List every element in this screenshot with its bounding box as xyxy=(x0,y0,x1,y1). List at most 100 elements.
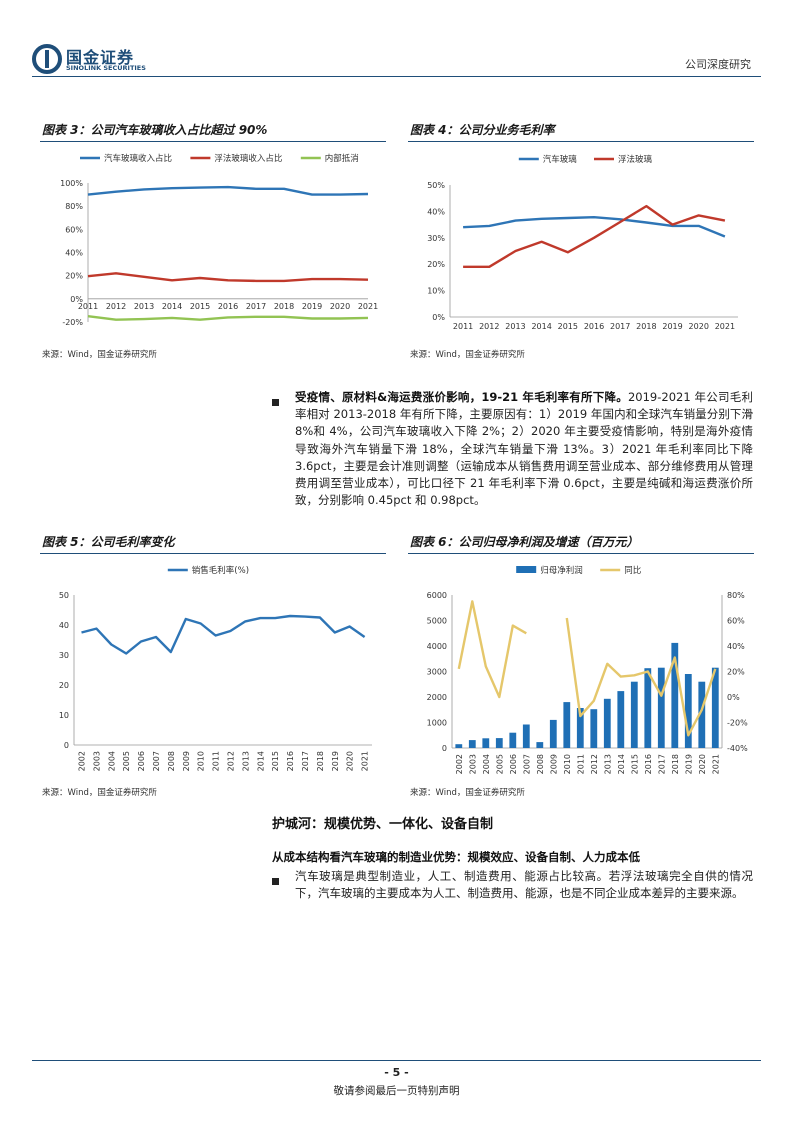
para1-lead: 受疫情、原材料&海运费涨价影响，19-21 年毛利率有所下降。 xyxy=(295,390,628,404)
fig6-series-line-1 xyxy=(565,617,717,737)
fig3-legend-label-1: 浮法玻璃收入占比 xyxy=(214,153,282,164)
fig6-xtick-10: 2012 xyxy=(590,754,599,774)
fig6-title: 图表 6：公司归母净利润及增速（百万元） xyxy=(410,535,639,549)
section-subtitle: 从成本结构看汽车玻璃的制造业优势：规模效应、设备自制、人力成本低 xyxy=(272,850,640,864)
fig6-xtick-15: 2017 xyxy=(657,754,666,774)
fig3-chart: 100% 80% 60% 40% 20% 0% -20% 2011 2012 2013 2014 20… xyxy=(60,153,378,327)
fig3-legend-label-0: 汽车玻璃收入占比 xyxy=(104,153,172,164)
report-type: 公司深度研究 xyxy=(685,58,751,71)
fig4-xtick-4: 2015 xyxy=(558,322,578,331)
fig4-xtick-0: 2011 xyxy=(453,322,473,331)
footer-rule xyxy=(32,1060,761,1061)
fig6-bar-11 xyxy=(603,698,611,748)
fig6-xtick-17: 2019 xyxy=(684,754,693,774)
fig4-ytick-0: 50% xyxy=(427,181,445,190)
fig6-bar-8 xyxy=(563,702,571,748)
fig6-bar-4 xyxy=(509,732,517,748)
fig6-ytick-right-1: 60% xyxy=(727,617,745,626)
fig4-title: 图表 4：公司分业务毛利率 xyxy=(410,123,555,137)
fig4-ytick-3: 20% xyxy=(427,260,445,269)
para2-bullet xyxy=(272,878,279,885)
fig3-series-line-2 xyxy=(87,315,369,321)
fig6-chart: 6000 5000 4000 3000 2000 1000 0 80% 60% 40% 20% 0% -… xyxy=(427,565,748,774)
fig6-xtick-3: 2005 xyxy=(495,754,504,774)
fig6-xtick-18: 2020 xyxy=(698,754,707,774)
fig4-legend-label-1: 浮法玻璃 xyxy=(618,154,653,165)
fig6-bar-0 xyxy=(455,744,463,748)
fig6-bar-12 xyxy=(617,691,625,748)
fig6-source: 来源：Wind，国金证券研究所 xyxy=(410,788,525,798)
fig6-ytick-right-0: 80% xyxy=(727,591,745,600)
logo-icon xyxy=(32,44,62,74)
fig6-rule xyxy=(408,553,754,554)
fig3-series-line-0 xyxy=(87,185,369,196)
fig5-xtick-10: 2012 xyxy=(226,751,235,771)
fig5-ytick-5: 0 xyxy=(64,741,69,750)
fig3-ytick-1: 80% xyxy=(65,202,83,211)
fig5-xtick-9: 2011 xyxy=(212,751,221,771)
fig6-bar-6 xyxy=(536,742,544,748)
fig6-xtick-11: 2013 xyxy=(603,754,612,774)
fig3-ytick-6: -20% xyxy=(62,318,83,327)
fig4-rule xyxy=(408,141,754,142)
fig5-xtick-5: 2007 xyxy=(152,751,161,771)
fig6-legend-label-0: 归母净利润 xyxy=(540,565,583,576)
fig3-legend-label-2: 内部抵消 xyxy=(325,153,359,164)
fig3-ytick-5: 0% xyxy=(70,295,83,304)
fig6-ytick-left-5: 1000 xyxy=(427,719,447,728)
logo-cn: 国金证券 xyxy=(66,48,135,67)
fig3-xtick-9: 2020 xyxy=(330,302,350,311)
fig6-xtick-7: 2009 xyxy=(549,754,558,774)
fig6-ytick-left-4: 2000 xyxy=(427,693,447,702)
fig4-legend-label-0: 汽车玻璃 xyxy=(543,154,578,165)
fig5-xtick-1: 2003 xyxy=(92,751,101,771)
fig3-xtick-4: 2015 xyxy=(190,302,210,311)
fig3-ytick-3: 40% xyxy=(65,249,83,258)
fig6-xtick-2: 2004 xyxy=(482,754,491,774)
fig6-ytick-left-1: 5000 xyxy=(427,617,447,626)
fig3-xtick-10: 2021 xyxy=(358,302,378,311)
fig6-ytick-right-3: 20% xyxy=(727,668,745,677)
fig3-xtick-5: 2016 xyxy=(218,302,238,311)
fig5-xtick-16: 2018 xyxy=(316,751,325,771)
para1: 受疫情、原材料&海运费涨价影响，19-21 年毛利率有所下降。2019-2021… xyxy=(295,389,753,509)
fig6-bar-1 xyxy=(468,740,476,748)
fig6-ytick-right-4: 0% xyxy=(727,693,740,702)
fig6-xtick-5: 2007 xyxy=(522,754,531,774)
fig4-chart: 50% 40% 30% 20% 10% 0% 2011 2012 2013 2014 2015 201… xyxy=(427,154,738,331)
fig6-ytick-left-2: 4000 xyxy=(427,642,447,651)
fig6-xtick-4: 2006 xyxy=(509,754,518,774)
fig6-ytick-right-2: 40% xyxy=(727,642,745,651)
fig6-bar-17 xyxy=(684,674,692,748)
para1-text: 2019-2021 年公司毛利率相对 2013-2018 年有所下降，主要原因有… xyxy=(295,390,753,508)
fig6-bar-3 xyxy=(495,738,503,748)
fig6-ytick-left-0: 6000 xyxy=(427,591,447,600)
fig6-xtick-0: 2002 xyxy=(455,754,464,774)
fig6-xtick-8: 2010 xyxy=(563,754,572,774)
fig6-xtick-16: 2018 xyxy=(671,754,680,774)
fig6-ytick-right-5: -20% xyxy=(727,719,748,728)
logo: 国金证券 SINOLINK SECURITIES xyxy=(32,44,154,74)
fig4-ytick-1: 40% xyxy=(427,207,445,216)
fig3-rule xyxy=(40,141,386,142)
fig6-xtick-6: 2008 xyxy=(536,754,545,774)
fig3-xtick-2: 2013 xyxy=(134,302,154,311)
fig5-xtick-19: 2021 xyxy=(361,751,370,771)
fig3-xtick-1: 2012 xyxy=(106,302,126,311)
fig6-xtick-14: 2016 xyxy=(644,754,653,774)
fig5-series-line-0 xyxy=(81,614,366,655)
fig5-ytick-2: 30 xyxy=(59,651,69,660)
fig4-xtick-7: 2018 xyxy=(636,322,656,331)
fig5-xtick-6: 2008 xyxy=(167,751,176,771)
fig6-xtick-12: 2014 xyxy=(617,754,626,774)
fig4-xtick-10: 2021 xyxy=(715,322,735,331)
fig5-xtick-8: 2010 xyxy=(197,751,206,771)
fig6-bar-16 xyxy=(671,642,679,748)
fig4-ytick-4: 10% xyxy=(427,287,445,296)
fig3-xtick-3: 2014 xyxy=(162,302,182,311)
fig6-bar-15 xyxy=(657,667,665,748)
fig6-bar-19 xyxy=(711,667,719,748)
fig6-bar-5 xyxy=(522,724,530,748)
fig5-legend-label-0: 销售毛利率(%) xyxy=(192,565,249,576)
